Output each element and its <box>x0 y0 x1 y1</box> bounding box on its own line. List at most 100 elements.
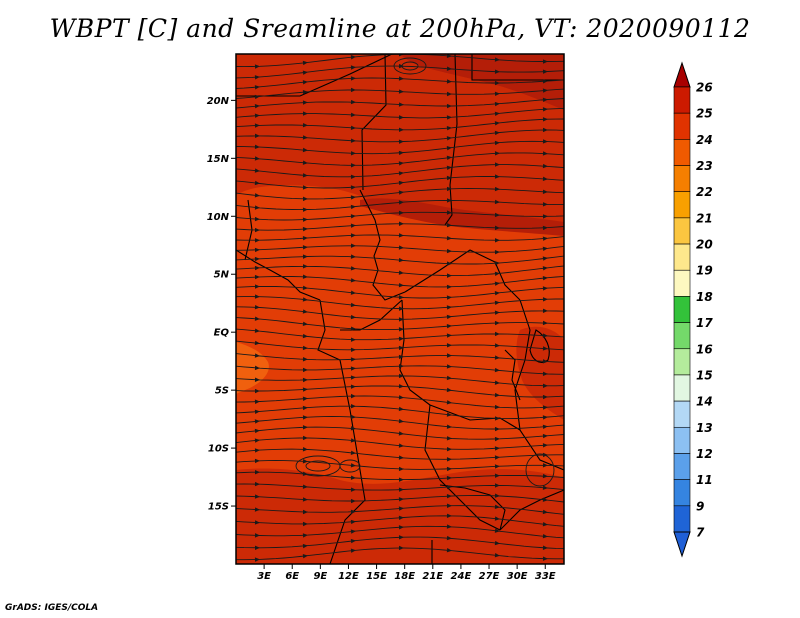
streamline-arrow <box>302 217 308 222</box>
eddy-streamline <box>339 459 361 473</box>
streamline-arrow <box>398 363 404 369</box>
streamline-arrow <box>398 76 404 81</box>
streamline-arrow <box>254 216 260 222</box>
streamline-arrow <box>494 436 500 442</box>
streamline-arrow <box>254 85 260 90</box>
streamline-arrow <box>398 466 404 472</box>
streamline-arrow <box>398 306 404 311</box>
streamline-arrow <box>398 190 404 195</box>
streamline-arrow <box>494 271 500 276</box>
streamline-arrow <box>350 519 356 525</box>
streamline-arrow <box>254 545 260 551</box>
streamline-arrow <box>302 447 308 452</box>
streamline-arrow <box>446 146 452 151</box>
streamline-arrow <box>446 503 452 508</box>
streamline-arrow <box>350 243 356 248</box>
streamline-arrow <box>446 115 452 120</box>
streamline-arrow <box>542 202 548 207</box>
lon-tick-label: 18E <box>394 571 415 582</box>
lon-tick-label: 6E <box>285 571 299 582</box>
colorbar-label: 11 <box>696 473 713 487</box>
eddy-streamline <box>393 57 427 75</box>
streamline-arrow <box>446 261 452 266</box>
streamline-arrow <box>446 126 452 131</box>
streamline-arrow <box>446 333 452 338</box>
streamline-arrow <box>254 193 260 198</box>
lon-tick-label: 33E <box>535 571 556 582</box>
streamline-arrow <box>446 524 452 529</box>
streamline-arrow <box>254 256 260 262</box>
colorbar-label: 19 <box>696 264 713 278</box>
streamline-arrow <box>398 477 404 482</box>
colorbar-label: 12 <box>696 447 713 461</box>
streamline-arrow <box>494 91 500 97</box>
streamline-arrow <box>542 308 548 314</box>
colorbar-swatch <box>673 400 691 428</box>
streamline-arrow <box>350 195 356 200</box>
streamline-arrow <box>254 428 260 434</box>
colorbar-swatch <box>673 165 691 193</box>
streamline-arrow <box>350 76 356 81</box>
streamline-arrow <box>350 185 356 190</box>
streamline-arrow <box>254 469 260 475</box>
streamline-arrow <box>350 87 356 93</box>
colorbar-label: 14 <box>696 395 713 409</box>
streamline-arrow <box>542 69 548 74</box>
streamline-arrow <box>398 102 404 107</box>
streamline-arrow <box>350 463 356 468</box>
colorbar-swatch <box>673 139 691 166</box>
streamline-arrow <box>302 533 308 538</box>
streamline-arrow <box>350 138 356 143</box>
streamline-arrow <box>254 284 260 289</box>
lon-tick-label: 9E <box>313 571 327 582</box>
streamline-arrow <box>398 63 404 69</box>
streamline-arrow <box>542 545 548 550</box>
streamline-arrow <box>542 556 548 561</box>
colorbar-label: 25 <box>696 107 713 121</box>
streamline-arrow <box>254 419 260 424</box>
colorbar-label: 13 <box>696 421 713 435</box>
streamline-arrow <box>350 326 356 331</box>
lon-tick-label: 3E <box>257 571 271 582</box>
lat-tick-label: 10N <box>207 212 230 223</box>
streamline-arrow <box>302 80 308 85</box>
streamline-arrow <box>446 375 452 381</box>
streamline-arrow <box>542 415 548 420</box>
streamline-arrow <box>254 247 260 253</box>
streamline-arrow <box>350 414 356 420</box>
streamline-arrow <box>398 395 404 400</box>
streamline-arrow <box>254 399 260 404</box>
streamline-arrow <box>542 107 548 112</box>
streamline-arrow <box>302 396 308 401</box>
streamline-arrow <box>446 412 452 417</box>
streamline-arrow <box>398 282 404 288</box>
streamline-arrow <box>494 392 500 398</box>
streamline-arrow <box>494 540 500 546</box>
streamline-arrow <box>254 494 260 499</box>
streamline-arrow <box>494 212 500 218</box>
streamline-arrow <box>494 80 500 86</box>
streamline-arrow <box>494 186 500 192</box>
streamline-arrow <box>398 497 404 502</box>
streamline-arrow <box>254 180 260 186</box>
streamline-arrow <box>254 133 260 139</box>
streamline-arrow <box>350 204 356 210</box>
streamline-arrow <box>494 380 500 385</box>
streamline-arrow <box>254 238 260 243</box>
streamline-arrow <box>446 235 452 241</box>
colorbar-label: 21 <box>696 211 713 225</box>
streamline-arrow <box>302 543 308 549</box>
lon-tick-label: 12E <box>338 571 359 582</box>
colorbar-label: 20 <box>696 238 713 252</box>
streamline-arrow <box>494 464 500 469</box>
streamline-arrow <box>542 405 548 410</box>
colorbar-label: 16 <box>696 342 713 356</box>
streamline-arrow <box>446 91 452 97</box>
streamline-arrow <box>350 337 356 342</box>
streamline-arrow <box>398 535 404 540</box>
streamline-arrow <box>302 173 308 178</box>
streamline-arrow <box>398 443 404 448</box>
streamline-arrow <box>494 101 500 107</box>
streamline-arrow <box>302 405 308 411</box>
streamline-arrow <box>494 446 500 451</box>
